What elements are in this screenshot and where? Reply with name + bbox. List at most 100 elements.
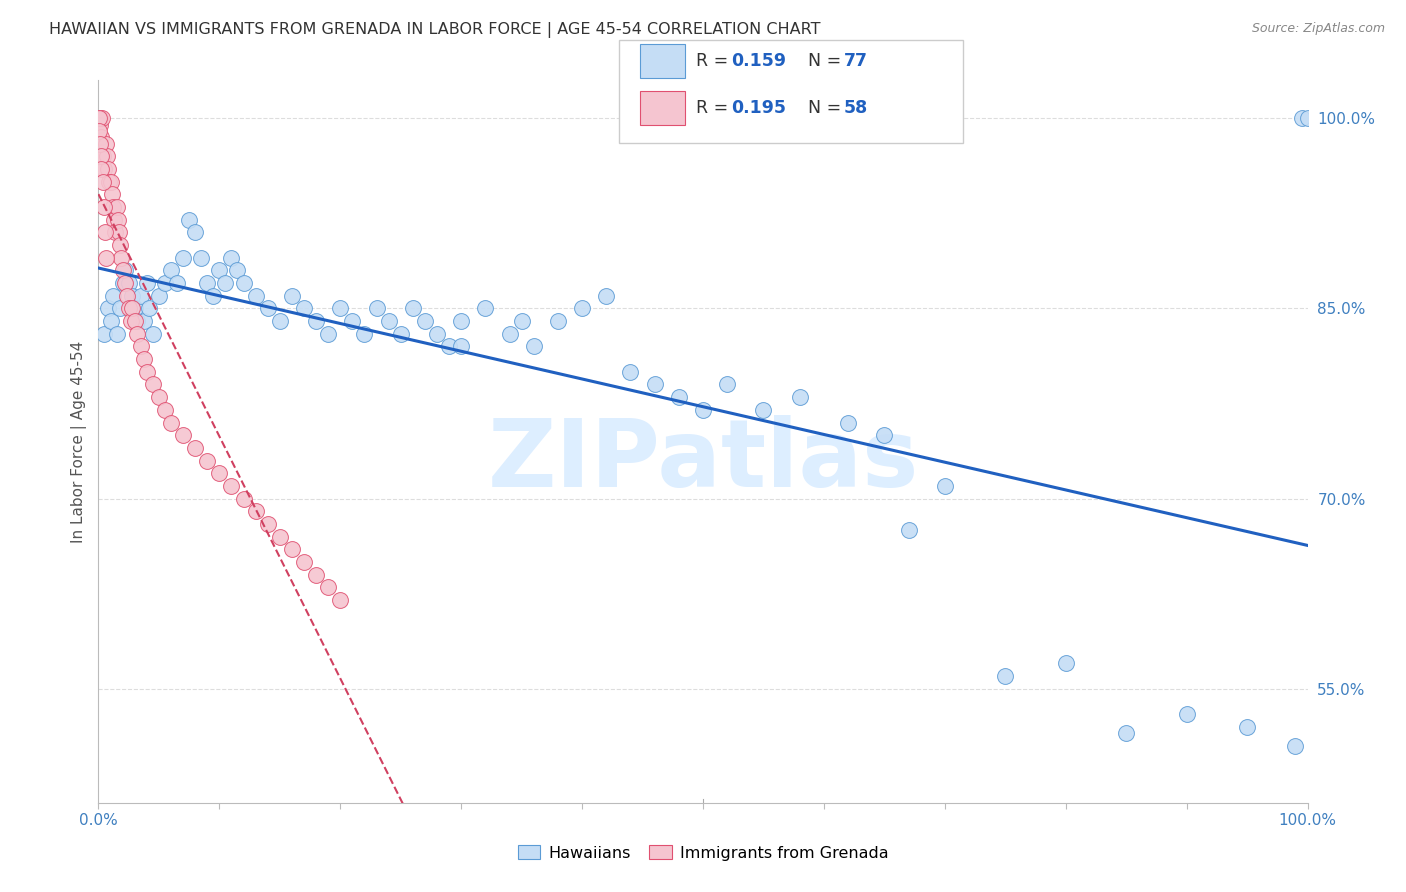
Point xyxy=(142,326,165,341)
Point xyxy=(89,118,111,132)
Point xyxy=(117,289,139,303)
Point xyxy=(160,263,183,277)
Point xyxy=(256,301,278,316)
Point xyxy=(101,289,124,303)
Point xyxy=(245,504,267,518)
Point xyxy=(90,161,112,176)
Point xyxy=(93,326,115,341)
Point xyxy=(232,491,254,506)
Text: Source: ZipAtlas.com: Source: ZipAtlas.com xyxy=(1251,22,1385,36)
Point xyxy=(281,289,304,303)
Point xyxy=(269,314,291,328)
Point xyxy=(134,314,156,328)
Point xyxy=(166,276,188,290)
Point xyxy=(127,326,149,341)
Point xyxy=(474,301,496,316)
Point xyxy=(148,289,170,303)
Point xyxy=(994,669,1017,683)
Point xyxy=(184,226,207,240)
Point xyxy=(121,289,143,303)
Point xyxy=(426,326,449,341)
Point xyxy=(305,314,328,328)
Point xyxy=(114,276,136,290)
Point xyxy=(87,112,110,126)
Point xyxy=(208,263,231,277)
Point xyxy=(94,226,117,240)
Point xyxy=(716,377,738,392)
Point xyxy=(450,314,472,328)
Point xyxy=(214,276,236,290)
Point xyxy=(897,523,920,537)
Point xyxy=(179,212,201,227)
Point xyxy=(934,479,956,493)
Point xyxy=(148,390,170,404)
Legend: Hawaiians, Immigrants from Grenada: Hawaiians, Immigrants from Grenada xyxy=(512,838,894,867)
Point xyxy=(292,555,315,569)
Point xyxy=(172,251,194,265)
Point xyxy=(195,276,218,290)
Point xyxy=(413,314,436,328)
Point xyxy=(127,314,149,328)
Point xyxy=(96,251,118,265)
Point xyxy=(498,326,520,341)
Point xyxy=(366,301,388,316)
Point xyxy=(135,365,157,379)
Text: 58: 58 xyxy=(844,99,868,117)
Point xyxy=(437,339,460,353)
Point xyxy=(153,276,176,290)
Point xyxy=(129,289,152,303)
Point xyxy=(97,301,120,316)
Point xyxy=(91,175,114,189)
Point xyxy=(619,365,641,379)
Point xyxy=(108,301,131,316)
Point xyxy=(108,226,131,240)
Point xyxy=(1175,707,1198,722)
Point xyxy=(96,149,118,163)
Point xyxy=(644,377,666,392)
Point xyxy=(571,301,593,316)
Point xyxy=(118,276,141,290)
Point xyxy=(103,212,125,227)
Point xyxy=(100,175,122,189)
Point xyxy=(668,390,690,404)
Point xyxy=(377,314,399,328)
Point xyxy=(138,301,160,316)
Point xyxy=(281,542,304,557)
Point xyxy=(523,339,546,353)
Point xyxy=(108,238,131,252)
Point xyxy=(226,263,249,277)
Point xyxy=(124,314,146,328)
Point xyxy=(89,112,111,126)
Point xyxy=(120,314,142,328)
Point xyxy=(107,212,129,227)
Point xyxy=(873,428,896,442)
Point xyxy=(329,301,352,316)
Text: 0.195: 0.195 xyxy=(731,99,786,117)
Point xyxy=(1054,657,1077,671)
Point xyxy=(1284,739,1306,753)
Point xyxy=(135,276,157,290)
Point xyxy=(510,314,533,328)
Y-axis label: In Labor Force | Age 45-54: In Labor Force | Age 45-54 xyxy=(72,341,87,542)
Point xyxy=(389,326,412,341)
Point xyxy=(124,301,146,316)
Point xyxy=(329,593,352,607)
Point xyxy=(692,402,714,417)
Point xyxy=(121,301,143,316)
Point xyxy=(111,276,134,290)
Text: 77: 77 xyxy=(844,52,868,70)
Point xyxy=(789,390,811,404)
Point xyxy=(91,149,114,163)
Point xyxy=(353,326,375,341)
Point xyxy=(142,377,165,392)
Point xyxy=(837,416,859,430)
Point xyxy=(221,251,243,265)
Point xyxy=(402,301,425,316)
Point xyxy=(111,263,134,277)
Point xyxy=(221,479,243,493)
Point xyxy=(110,251,132,265)
Point xyxy=(89,124,111,138)
Point xyxy=(90,130,112,145)
Point xyxy=(153,402,176,417)
Point xyxy=(245,289,267,303)
